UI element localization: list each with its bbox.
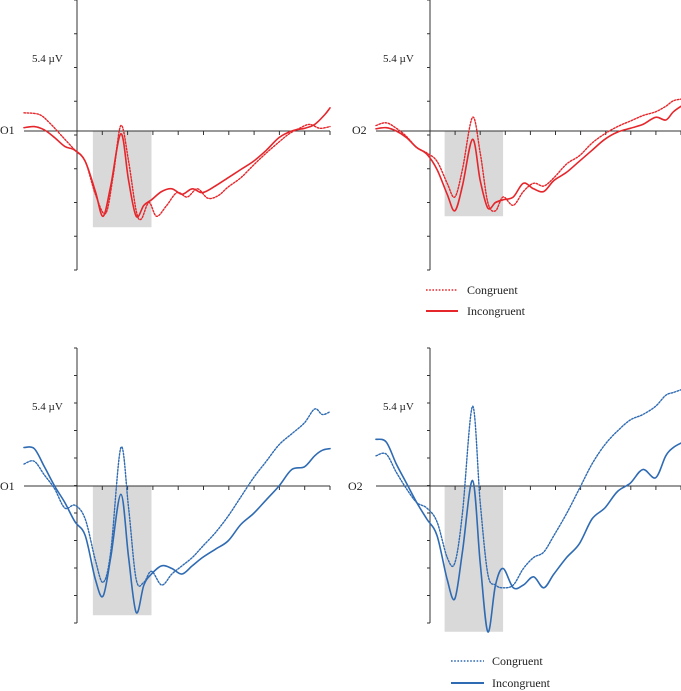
congruent-line	[375, 389, 681, 589]
erp-panel-o1-red: 5.4 µV O1	[0, 0, 331, 271]
legend-incongruent-label: Incongruent	[492, 676, 551, 690]
scale-label: 5.4 µV	[383, 53, 414, 65]
legend-incongruent-label: Incongruent	[467, 304, 526, 318]
channel-label: O1	[0, 123, 15, 137]
legend-red: Congruent Incongruent	[426, 283, 526, 318]
incongruent-line	[375, 438, 681, 633]
channel-label: O2	[348, 479, 363, 493]
incongruent-line	[23, 107, 331, 218]
legend-congruent-label: Congruent	[492, 654, 543, 668]
incongruent-line	[375, 105, 681, 212]
analysis-window	[444, 486, 504, 632]
analysis-window	[444, 131, 504, 217]
scale-label: 5.4 µV	[32, 401, 63, 413]
congruent-line	[375, 98, 681, 212]
erp-panel-o2-red: 5.4 µV O2	[352, 0, 681, 271]
erp-panel-o2-blue: 5.4 µV O2	[348, 347, 681, 633]
analysis-window	[92, 131, 152, 228]
channel-label: O1	[0, 479, 15, 493]
congruent-line	[23, 408, 331, 587]
congruent-line	[23, 112, 331, 221]
legend-congruent-label: Congruent	[467, 283, 518, 297]
legend-blue: Congruent Incongruent	[451, 654, 551, 690]
scale-label: 5.4 µV	[32, 53, 63, 65]
scale-label: 5.4 µV	[383, 401, 414, 413]
erp-panel-o1-blue: 5.4 µV O1	[0, 347, 331, 624]
channel-label: O2	[352, 123, 367, 137]
incongruent-line	[23, 446, 331, 614]
